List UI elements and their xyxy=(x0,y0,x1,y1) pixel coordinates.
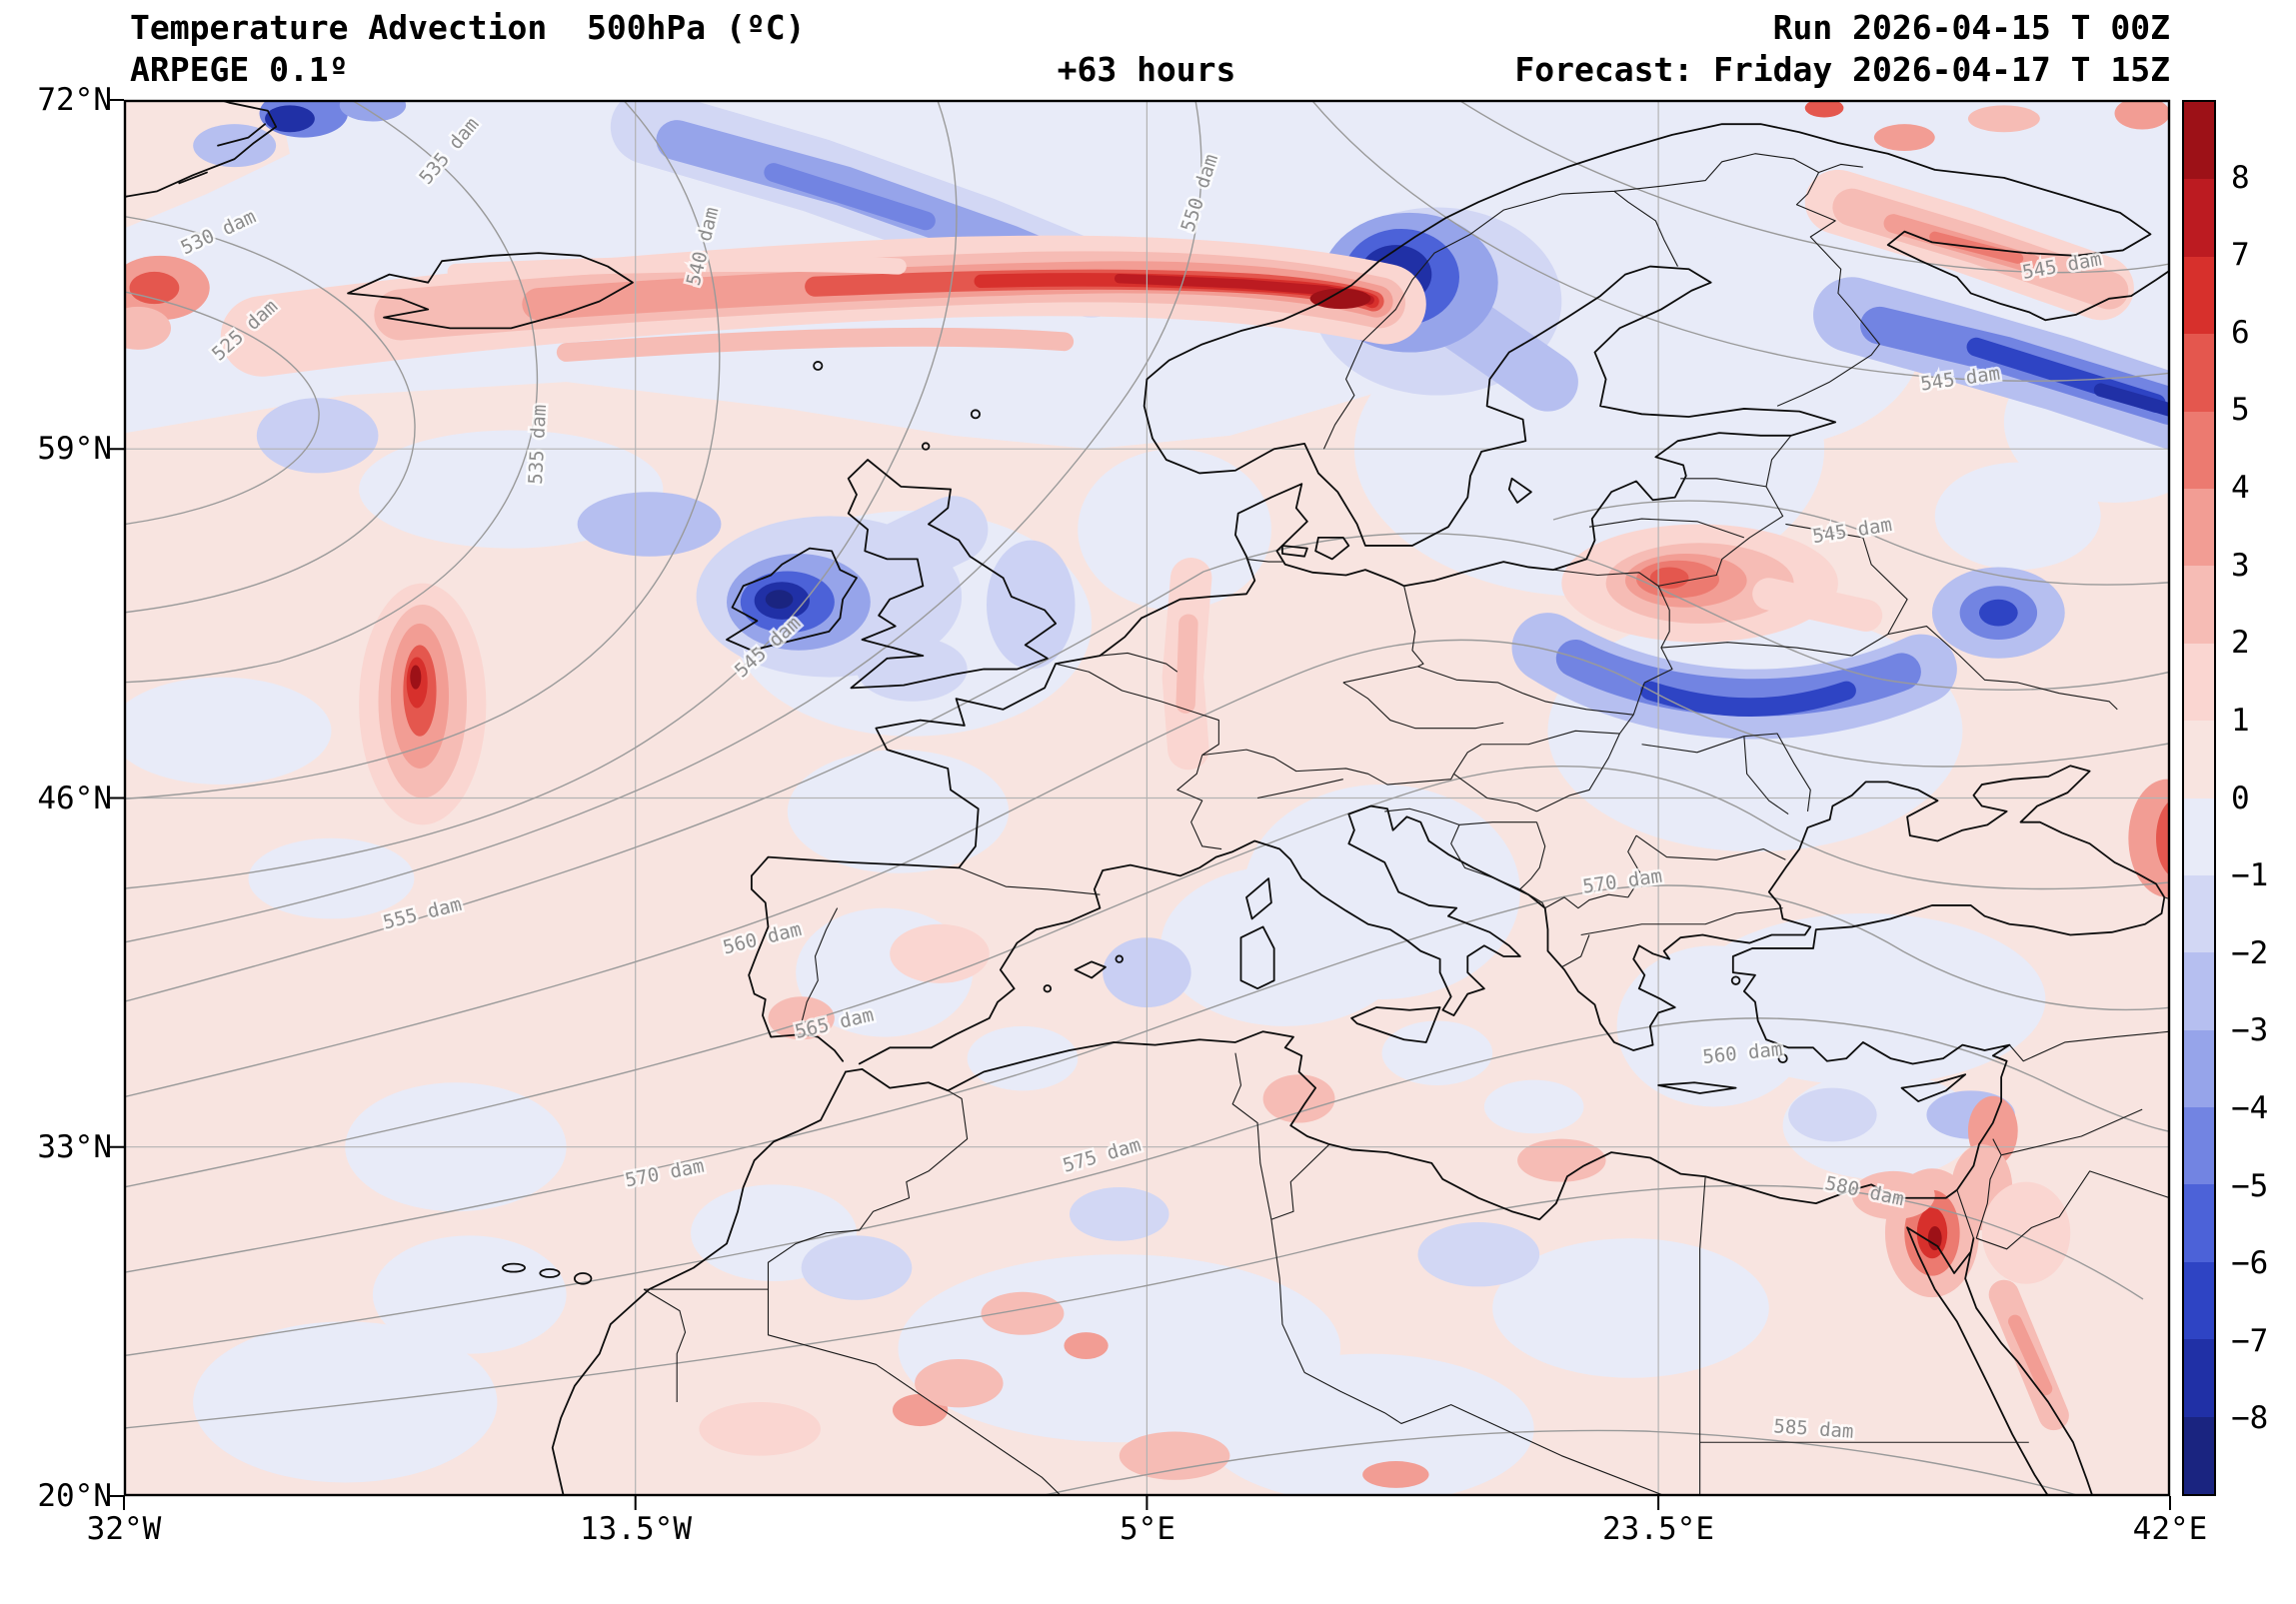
colorbar-tick-label: 7 xyxy=(2231,237,2250,274)
warm-advection-caucasus-edge xyxy=(2128,779,2170,897)
cold-advection-white-sea xyxy=(1813,277,2170,451)
run-label: Run 2026-04-15 T 00Z xyxy=(1772,8,2170,47)
colorbar-tick-label: −8 xyxy=(2231,1400,2269,1437)
axis-tick-marks xyxy=(110,99,2171,1510)
colorbar-segment xyxy=(2184,721,2214,799)
forecast-valid-label: Forecast: Friday 2026-04-17 T 15Z xyxy=(1514,50,2170,89)
contour-label: 535 dam xyxy=(525,404,551,485)
y-tick-label: 33°N xyxy=(37,1129,112,1165)
page-title: Temperature Advection 500hPa (ºC) xyxy=(130,8,806,47)
colorbar-tick-label: 4 xyxy=(2231,470,2250,507)
x-tick-label: 42°E xyxy=(2132,1511,2208,1547)
colorbar-segment xyxy=(2184,798,2214,875)
colorbar-segment xyxy=(2184,1029,2214,1108)
colorbar-ticks: 8 7 6 5 4 3 2 1 0 −1 −2 −3 −4 −5 −6 −7 −8 xyxy=(2231,100,2291,1496)
x-tick-label: 32°W xyxy=(86,1511,162,1547)
cold-advection-greenland-corner xyxy=(193,100,407,168)
colorbar-tick-label: 2 xyxy=(2231,625,2250,662)
colorbar-tick-label: 1 xyxy=(2231,702,2250,739)
warm-advection-baltics-belarus xyxy=(1561,524,1883,643)
y-tick-label: 72°N xyxy=(37,82,112,118)
cold-advection-algeria xyxy=(1069,1187,1169,1241)
warm-advection-sinai xyxy=(1851,1095,2071,1431)
colorbar-tick-label: −6 xyxy=(2231,1245,2269,1282)
colorbar-tick-label: −5 xyxy=(2231,1167,2269,1204)
y-tick-label: 20°N xyxy=(37,1478,112,1514)
colorbar-tick-label: −7 xyxy=(2231,1322,2269,1359)
colorbar-tick-label: 5 xyxy=(2231,392,2250,429)
colorbar-segment xyxy=(2184,1184,2214,1262)
colorbar-segment xyxy=(2184,488,2214,567)
country-borders xyxy=(644,154,2181,1499)
colorbar-segment xyxy=(2184,256,2214,335)
model-label: ARPEGE 0.1º xyxy=(130,50,349,89)
small-islands xyxy=(503,362,1787,1284)
colorbar-segment xyxy=(2184,952,2214,1030)
latlon-gridlines xyxy=(124,100,2170,1496)
warm-advection-minor-spots xyxy=(699,558,1606,1488)
colorbar-segment xyxy=(2184,411,2214,489)
cold-advection-ukraine-arc xyxy=(1511,613,1957,740)
colorbar-segment xyxy=(2184,179,2214,257)
colorbar-segment xyxy=(2184,102,2214,180)
cold-advection-atlantic-low xyxy=(256,398,379,474)
cold-advection-west-russia xyxy=(1931,567,2065,659)
coastlines xyxy=(110,92,2184,1496)
colorbar-tick-label: 3 xyxy=(2231,547,2250,584)
cold-advection-features xyxy=(193,100,2170,1300)
colorbar-gradient xyxy=(2182,100,2216,1496)
cold-advection-libya xyxy=(1417,1221,1540,1287)
y-tick-label: 59°N xyxy=(37,431,112,467)
lead-time-label: +63 hours xyxy=(1057,50,1236,89)
height-contour-lines xyxy=(124,100,2170,1496)
colorbar-tick-label: −3 xyxy=(2231,1012,2269,1049)
colorbar-tick-label: 6 xyxy=(2231,314,2250,351)
colorbar-tick-label: 8 xyxy=(2231,159,2250,196)
cold-advection-east-med xyxy=(1788,1087,1877,1142)
colorbar-segment xyxy=(2184,334,2214,412)
colorbar-segment xyxy=(2184,1339,2214,1417)
map-frame xyxy=(123,99,2171,1497)
colorbar-tick-label: −2 xyxy=(2231,934,2269,971)
cold-advection-morocco xyxy=(801,1235,913,1300)
x-tick-label: 23.5°E xyxy=(1602,1511,1714,1547)
warm-advection-mid-atlantic xyxy=(359,583,487,825)
colorbar-segment xyxy=(2184,874,2214,953)
colorbar-tick-label: −1 xyxy=(2231,857,2269,894)
x-tick-label: 5°E xyxy=(1120,1511,1175,1547)
warm-advection-atlantic-norway-streak xyxy=(220,235,1426,377)
cold-advection-west-of-scotland xyxy=(577,492,722,557)
y-tick-label: 46°N xyxy=(37,781,112,816)
colorbar-segment xyxy=(2184,566,2214,644)
colorbar-tick-label: 0 xyxy=(2231,780,2250,816)
colorbar-segment xyxy=(2184,643,2214,722)
map-svg: 525 dam 530 dam 535 dam 535 dam 540 dam … xyxy=(110,99,2171,1510)
map-area: 525 dam 530 dam 535 dam 535 dam 540 dam … xyxy=(110,99,2171,1510)
colorbar-segment xyxy=(2184,1107,2214,1185)
x-tick-label: 13.5°W xyxy=(580,1511,692,1547)
colorbar-tick-label: −4 xyxy=(2231,1089,2269,1126)
colorbar-segment xyxy=(2184,1416,2214,1495)
colorbar-segment xyxy=(2184,1261,2214,1340)
